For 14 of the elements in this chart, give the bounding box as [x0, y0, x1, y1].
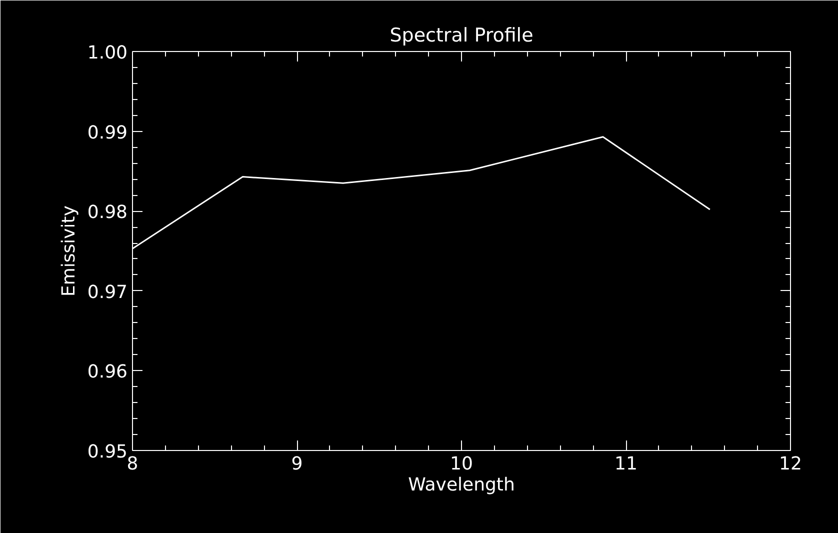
x-tick-label: 10 — [450, 454, 473, 474]
y-tick-label: 0.99 — [87, 122, 128, 144]
y-axis-title: Emissivity — [58, 205, 80, 297]
y-tick-label: 0.96 — [87, 362, 128, 383]
chart-title: Spectral Profile — [390, 24, 534, 46]
x-tick-label: 9 — [291, 454, 303, 474]
x-tick-label: 11 — [614, 454, 638, 474]
y-tick-label: 0.95 — [87, 442, 128, 462]
y-tick-label: 1.00 — [87, 42, 128, 64]
x-tick-label: 8 — [126, 454, 138, 474]
x-axis-title: Wavelength — [408, 474, 515, 496]
y-tick-label: 0.97 — [87, 282, 128, 303]
y-tick-label: 0.98 — [87, 202, 128, 224]
x-tick-label: 12 — [779, 454, 802, 474]
